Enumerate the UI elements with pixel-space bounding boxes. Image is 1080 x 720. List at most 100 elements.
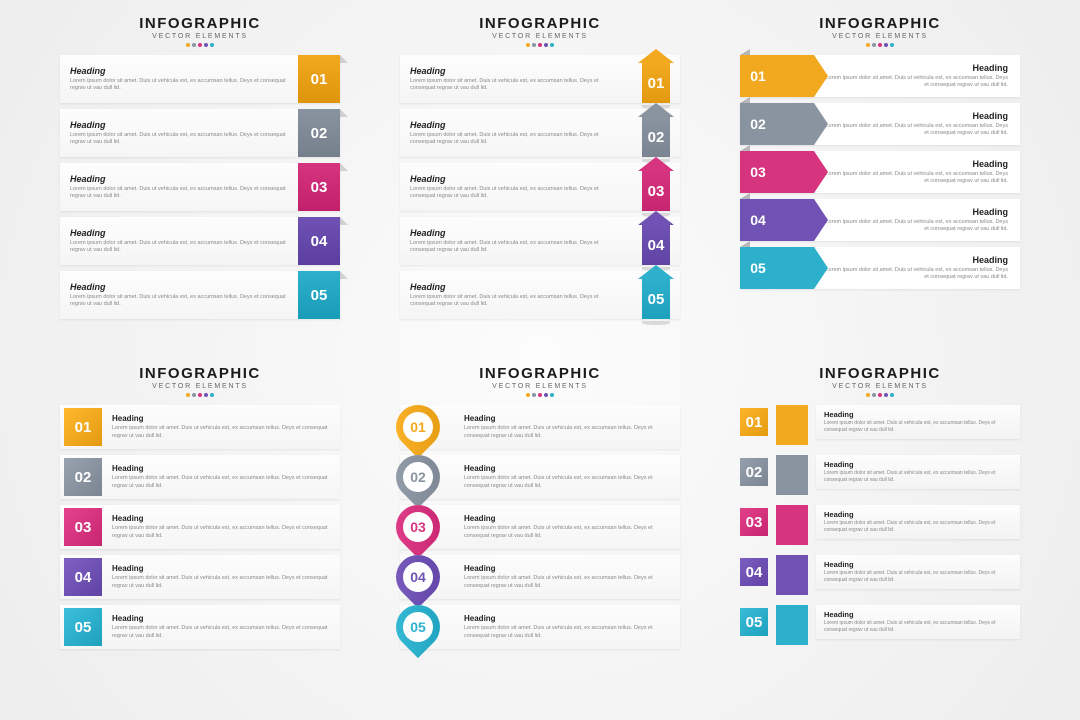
header-dots (479, 43, 601, 47)
number-tab: 04 (298, 217, 340, 265)
item-heading: Heading (824, 111, 1008, 121)
arrow-flag-icon: 01 (740, 55, 814, 97)
item-number: 01 (298, 55, 340, 103)
panel-header: INFOGRAPHIC VECTOR ELEMENTS (139, 15, 261, 47)
arrow-up-icon: 02 (638, 103, 674, 163)
item-body: Lorem ipsum dolor sit amet. Duis ut vehi… (824, 219, 1008, 234)
item-number: 05 (740, 260, 776, 276)
item-text: Heading Lorem ipsum dolor sit amet. Duis… (60, 228, 298, 255)
panel-style-f: INFOGRAPHIC VECTOR ELEMENTS 01 Heading L… (740, 365, 1020, 705)
arrow-up-icon: 04 (638, 211, 674, 271)
item-body: Lorem ipsum dolor sit amet. Duis ut vehi… (464, 425, 670, 440)
list-item: 04 Heading Lorem ipsum dolor sit amet. D… (740, 199, 1020, 241)
list-item: 02 Heading Lorem ipsum dolor sit amet. D… (740, 455, 1020, 499)
item-text: Heading Lorem ipsum dolor sit amet. Duis… (400, 120, 632, 147)
header-subtitle: VECTOR ELEMENTS (139, 383, 261, 390)
item-body: Lorem ipsum dolor sit amet. Duis ut vehi… (410, 294, 622, 309)
item-number: 05 (298, 271, 340, 319)
item-number: 03 (642, 171, 670, 211)
panel-style-e: INFOGRAPHIC VECTOR ELEMENTS 01 Heading L… (400, 365, 680, 705)
item-number: 05 (642, 279, 670, 319)
header-dots (479, 393, 601, 397)
item-card: Heading Lorem ipsum dolor sit amet. Duis… (816, 605, 1020, 639)
item-text: Heading Lorem ipsum dolor sit amet. Duis… (400, 66, 632, 93)
item-number: 02 (740, 116, 776, 132)
item-heading: Heading (410, 282, 622, 292)
list-item: Heading Lorem ipsum dolor sit amet. Duis… (400, 109, 680, 157)
arrow-up-icon: 03 (638, 157, 674, 217)
number-badge: 01 (740, 408, 768, 436)
list-item: Heading Lorem ipsum dolor sit amet. Duis… (60, 55, 340, 103)
panel-header: INFOGRAPHIC VECTOR ELEMENTS (479, 365, 601, 397)
item-body: Lorem ipsum dolor sit amet. Duis ut vehi… (464, 525, 670, 540)
number-tab: 05 (298, 271, 340, 319)
item-heading: Heading (464, 614, 670, 623)
header-title: INFOGRAPHIC (819, 15, 941, 32)
item-body: Lorem ipsum dolor sit amet. Duis ut vehi… (824, 267, 1008, 282)
item-body: Lorem ipsum dolor sit amet. Duis ut vehi… (824, 620, 1012, 633)
item-text: Heading Lorem ipsum dolor sit amet. Duis… (454, 564, 680, 590)
ribbon-icon (776, 605, 808, 645)
item-number: 01 (403, 412, 433, 442)
item-number: 04 (298, 217, 340, 265)
pin-icon: 01 (387, 396, 449, 458)
item-text: Heading Lorem ipsum dolor sit amet. Duis… (814, 255, 1020, 282)
number-badge: 03 (64, 508, 102, 546)
panel-header: INFOGRAPHIC VECTOR ELEMENTS (479, 15, 601, 47)
item-text: Heading Lorem ipsum dolor sit amet. Duis… (454, 414, 680, 440)
item-text: Heading Lorem ipsum dolor sit amet. Duis… (60, 66, 298, 93)
list-item: Heading Lorem ipsum dolor sit amet. Duis… (60, 163, 340, 211)
item-heading: Heading (464, 564, 670, 573)
item-heading: Heading (410, 228, 622, 238)
item-number: 02 (642, 117, 670, 157)
pin-icon: 03 (387, 496, 449, 558)
item-text: Heading Lorem ipsum dolor sit amet. Duis… (60, 174, 298, 201)
item-heading: Heading (824, 159, 1008, 169)
item-text: Heading Lorem ipsum dolor sit amet. Duis… (400, 174, 632, 201)
item-heading: Heading (464, 464, 670, 473)
panel-style-a: INFOGRAPHIC VECTOR ELEMENTS Heading Lore… (60, 15, 340, 355)
list-item: 01 Heading Lorem ipsum dolor sit amet. D… (740, 405, 1020, 449)
item-body: Lorem ipsum dolor sit amet. Duis ut vehi… (824, 123, 1008, 138)
item-heading: Heading (824, 410, 1012, 419)
item-text: Heading Lorem ipsum dolor sit amet. Duis… (102, 464, 340, 490)
list-item: 03 Heading Lorem ipsum dolor sit amet. D… (740, 505, 1020, 549)
item-heading: Heading (824, 510, 1012, 519)
item-card: Heading Lorem ipsum dolor sit amet. Duis… (816, 455, 1020, 489)
header-subtitle: VECTOR ELEMENTS (139, 33, 261, 40)
header-title: INFOGRAPHIC (819, 365, 941, 382)
header-title: INFOGRAPHIC (139, 365, 261, 382)
panel-header: INFOGRAPHIC VECTOR ELEMENTS (139, 365, 261, 397)
item-number: 04 (403, 562, 433, 592)
header-dots (819, 393, 941, 397)
item-body: Lorem ipsum dolor sit amet. Duis ut vehi… (464, 575, 670, 590)
item-body: Lorem ipsum dolor sit amet. Duis ut vehi… (70, 132, 288, 147)
arrow-flag-icon: 05 (740, 247, 814, 289)
list-item: 05 Heading Lorem ipsum dolor sit amet. D… (400, 605, 680, 649)
item-text: Heading Lorem ipsum dolor sit amet. Duis… (102, 514, 340, 540)
header-subtitle: VECTOR ELEMENTS (819, 383, 941, 390)
ribbon-icon (776, 405, 808, 445)
item-body: Lorem ipsum dolor sit amet. Duis ut vehi… (410, 186, 622, 201)
list-item: 03 Heading Lorem ipsum dolor sit amet. D… (400, 505, 680, 549)
number-badge: 02 (64, 458, 102, 496)
item-text: Heading Lorem ipsum dolor sit amet. Duis… (102, 414, 340, 440)
arrow-up-icon: 05 (638, 265, 674, 325)
item-heading: Heading (824, 63, 1008, 73)
item-heading: Heading (410, 66, 622, 76)
item-text: Heading Lorem ipsum dolor sit amet. Duis… (102, 614, 340, 640)
item-body: Lorem ipsum dolor sit amet. Duis ut vehi… (112, 625, 330, 640)
number-badge: 02 (740, 458, 768, 486)
number-badge: 05 (64, 608, 102, 646)
item-text: Heading Lorem ipsum dolor sit amet. Duis… (60, 282, 298, 309)
item-number: 01 (642, 63, 670, 103)
item-heading: Heading (410, 174, 622, 184)
list-item: Heading Lorem ipsum dolor sit amet. Duis… (400, 271, 680, 319)
list-item: 05 Heading Lorem ipsum dolor sit amet. D… (740, 605, 1020, 649)
pin-icon: 05 (387, 596, 449, 658)
item-heading: Heading (410, 120, 622, 130)
item-heading: Heading (112, 614, 330, 623)
number-badge: 01 (64, 408, 102, 446)
number-badge: 03 (740, 508, 768, 536)
header-subtitle: VECTOR ELEMENTS (819, 33, 941, 40)
